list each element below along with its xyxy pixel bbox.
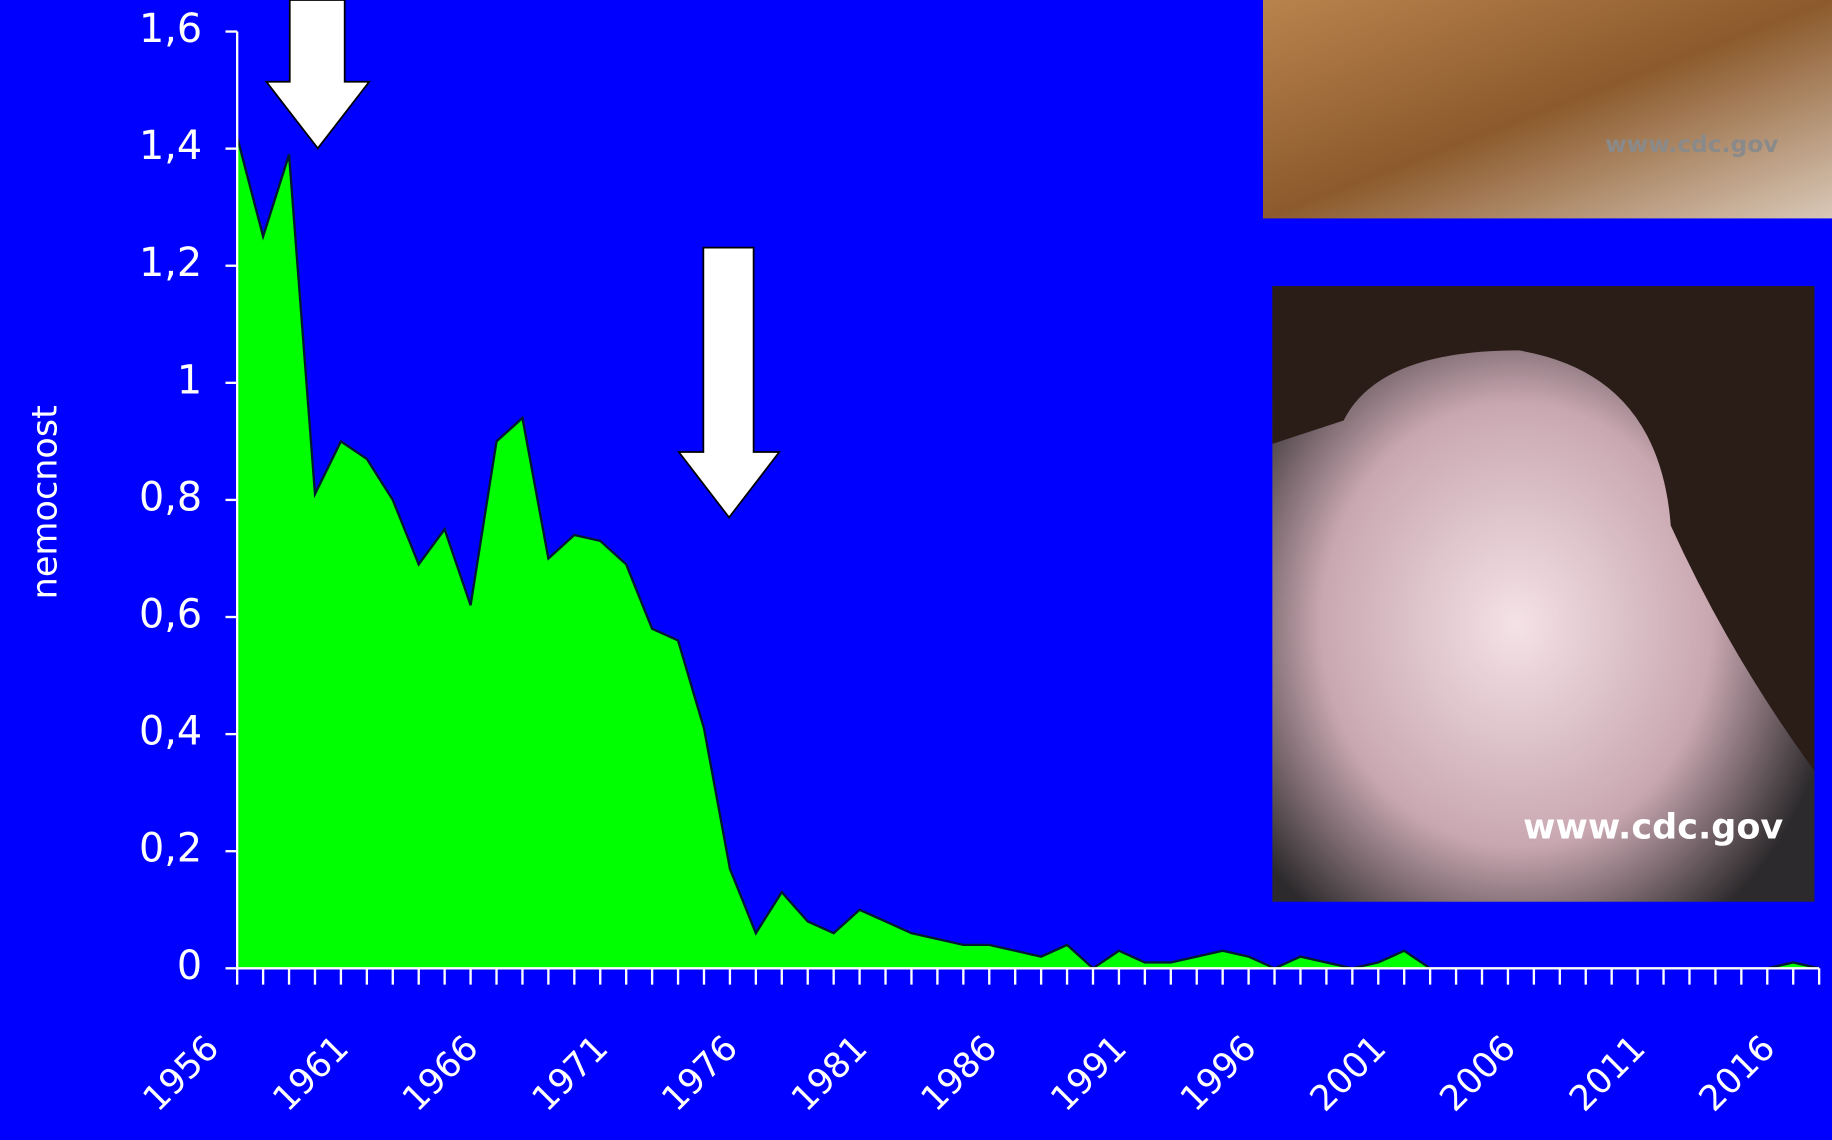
y-tick-label: 1,4 — [139, 123, 202, 169]
y-tick-label: 0,4 — [139, 709, 202, 755]
y-tick-label: 0,6 — [139, 592, 202, 638]
y-tick-label: 1 — [177, 357, 202, 403]
photo-caption: www.cdc.gov — [1605, 130, 1778, 158]
y-axis-label: nemocnost — [25, 405, 66, 599]
y-tick-label: 1,6 — [139, 6, 202, 52]
y-tick-label: 1,2 — [139, 240, 202, 286]
photo-caption: www.cdc.gov — [1523, 807, 1783, 848]
hair — [1272, 286, 1815, 771]
y-tick-label: 0,2 — [139, 826, 202, 872]
y-tick-label: 0 — [177, 943, 202, 989]
photo — [1263, 0, 1832, 219]
area — [237, 136, 1820, 969]
y-tick-label: 0,8 — [139, 474, 202, 520]
arrow — [264, 0, 371, 150]
arrow — [677, 246, 782, 519]
